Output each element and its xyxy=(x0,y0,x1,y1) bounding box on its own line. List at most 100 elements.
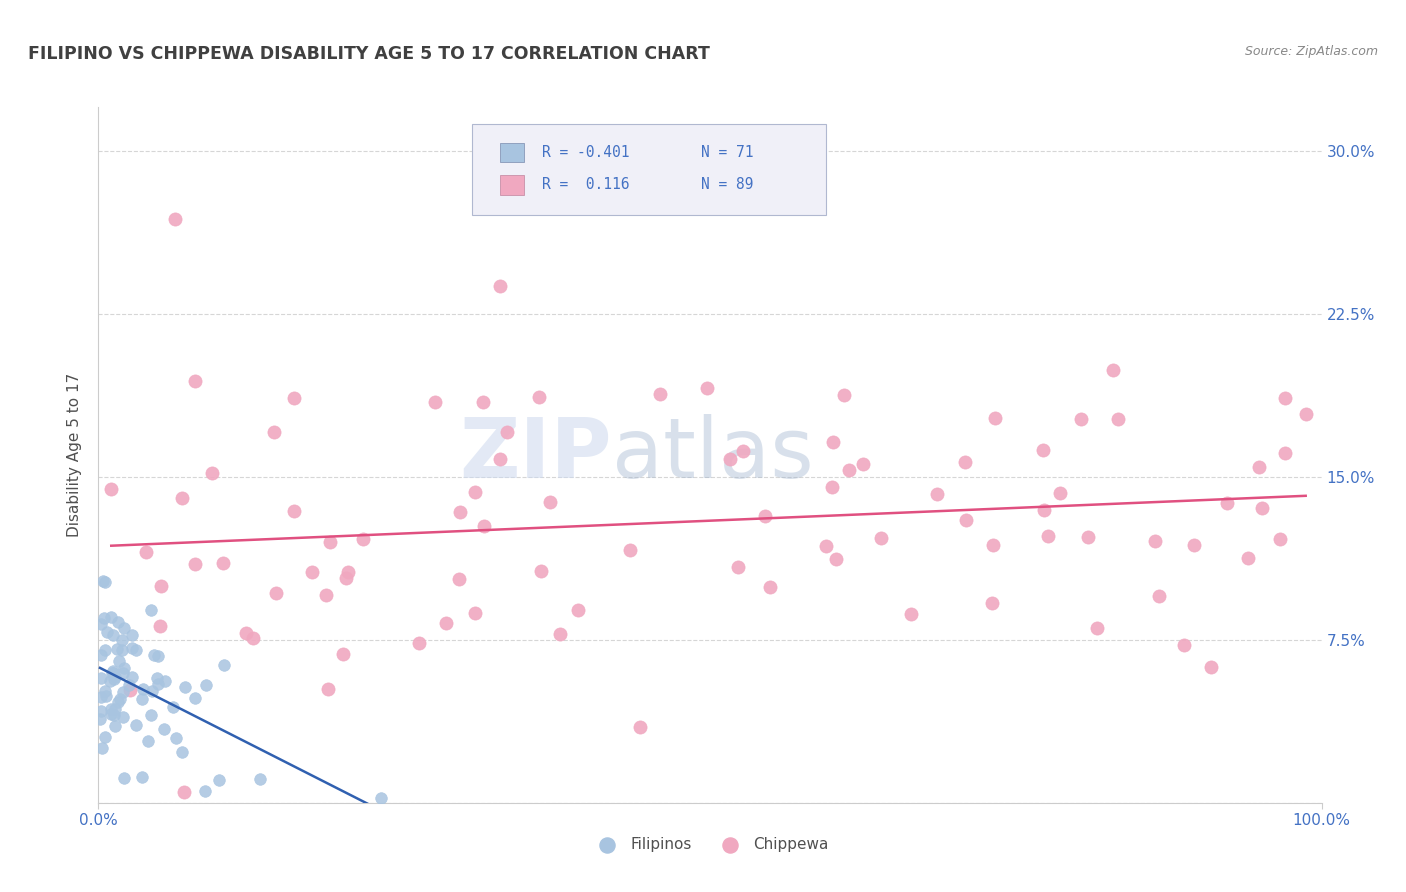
Point xyxy=(852,458,875,472)
Point xyxy=(184,375,207,389)
Point xyxy=(927,487,949,501)
Point xyxy=(953,455,976,469)
Point xyxy=(90,617,112,632)
Point xyxy=(201,466,224,480)
Point xyxy=(136,733,159,747)
Point xyxy=(131,770,153,784)
Point xyxy=(980,596,1002,610)
Point xyxy=(1032,443,1054,458)
Point xyxy=(264,586,287,600)
Point xyxy=(214,658,236,673)
Point xyxy=(112,684,135,698)
Point xyxy=(112,771,135,785)
Point xyxy=(332,648,354,662)
Point xyxy=(315,588,337,602)
Point xyxy=(110,692,132,706)
Point xyxy=(121,640,143,655)
Point xyxy=(1070,411,1092,425)
Point xyxy=(619,542,641,557)
Point xyxy=(100,702,122,716)
Point xyxy=(104,719,127,733)
Point xyxy=(96,689,118,703)
Point xyxy=(91,574,114,589)
Point xyxy=(1250,501,1272,516)
Point xyxy=(93,611,115,625)
Point xyxy=(101,665,124,680)
Point xyxy=(103,665,125,680)
Point xyxy=(94,643,117,657)
Text: atlas: atlas xyxy=(612,415,814,495)
Point xyxy=(98,674,121,689)
Text: Source: ZipAtlas.com: Source: ZipAtlas.com xyxy=(1244,45,1378,58)
Point xyxy=(955,513,977,527)
Point xyxy=(235,625,257,640)
Point xyxy=(242,631,264,645)
Point xyxy=(263,425,285,439)
Point xyxy=(1049,486,1071,500)
Point xyxy=(550,627,572,641)
Point xyxy=(173,785,195,799)
Point xyxy=(150,579,173,593)
Point xyxy=(825,552,848,566)
Point xyxy=(981,538,1004,552)
Point xyxy=(436,616,458,631)
Point xyxy=(131,692,153,706)
Point xyxy=(149,619,172,633)
Point xyxy=(754,508,776,523)
Point xyxy=(1237,550,1260,565)
Point xyxy=(96,625,118,640)
Point xyxy=(90,648,112,662)
Point xyxy=(1182,538,1205,552)
Point xyxy=(447,572,470,586)
Point xyxy=(165,731,187,746)
Point xyxy=(143,648,166,662)
Point xyxy=(108,654,131,668)
Point xyxy=(170,491,193,505)
Point xyxy=(125,643,148,657)
Point xyxy=(472,518,495,533)
Point xyxy=(121,670,143,684)
Point xyxy=(141,708,163,723)
Point xyxy=(1274,391,1296,405)
Point xyxy=(100,610,122,624)
Point xyxy=(316,681,339,696)
Point xyxy=(1143,533,1166,548)
Point xyxy=(838,463,860,477)
Point xyxy=(449,504,471,518)
Point xyxy=(1173,639,1195,653)
Point xyxy=(103,672,125,686)
Point xyxy=(208,773,231,788)
Point xyxy=(335,570,357,584)
Point xyxy=(103,708,125,723)
Point xyxy=(141,684,163,698)
Point xyxy=(194,784,217,798)
Point xyxy=(121,628,143,642)
Point xyxy=(1033,503,1056,517)
Point xyxy=(111,632,134,647)
Point xyxy=(111,710,134,724)
Bar xyxy=(499,175,523,194)
Point xyxy=(696,381,718,395)
Point xyxy=(1107,412,1129,426)
Point xyxy=(131,682,153,697)
Point xyxy=(370,790,392,805)
Point xyxy=(111,642,134,657)
Point xyxy=(107,695,129,709)
Point xyxy=(336,565,359,579)
Point xyxy=(90,704,112,718)
Point xyxy=(212,557,235,571)
Point xyxy=(90,671,112,685)
Point xyxy=(869,531,891,545)
Point xyxy=(538,495,561,509)
Point xyxy=(1268,532,1291,546)
Point xyxy=(107,615,129,629)
Bar xyxy=(499,143,523,162)
Point xyxy=(94,730,117,744)
Point xyxy=(727,559,749,574)
Text: ZIP: ZIP xyxy=(460,415,612,495)
Point xyxy=(821,480,844,494)
Point xyxy=(832,388,855,402)
Point xyxy=(91,741,114,756)
Text: FILIPINO VS CHIPPEWA DISABILITY AGE 5 TO 17 CORRELATION CHART: FILIPINO VS CHIPPEWA DISABILITY AGE 5 TO… xyxy=(28,45,710,62)
Point xyxy=(170,745,193,759)
